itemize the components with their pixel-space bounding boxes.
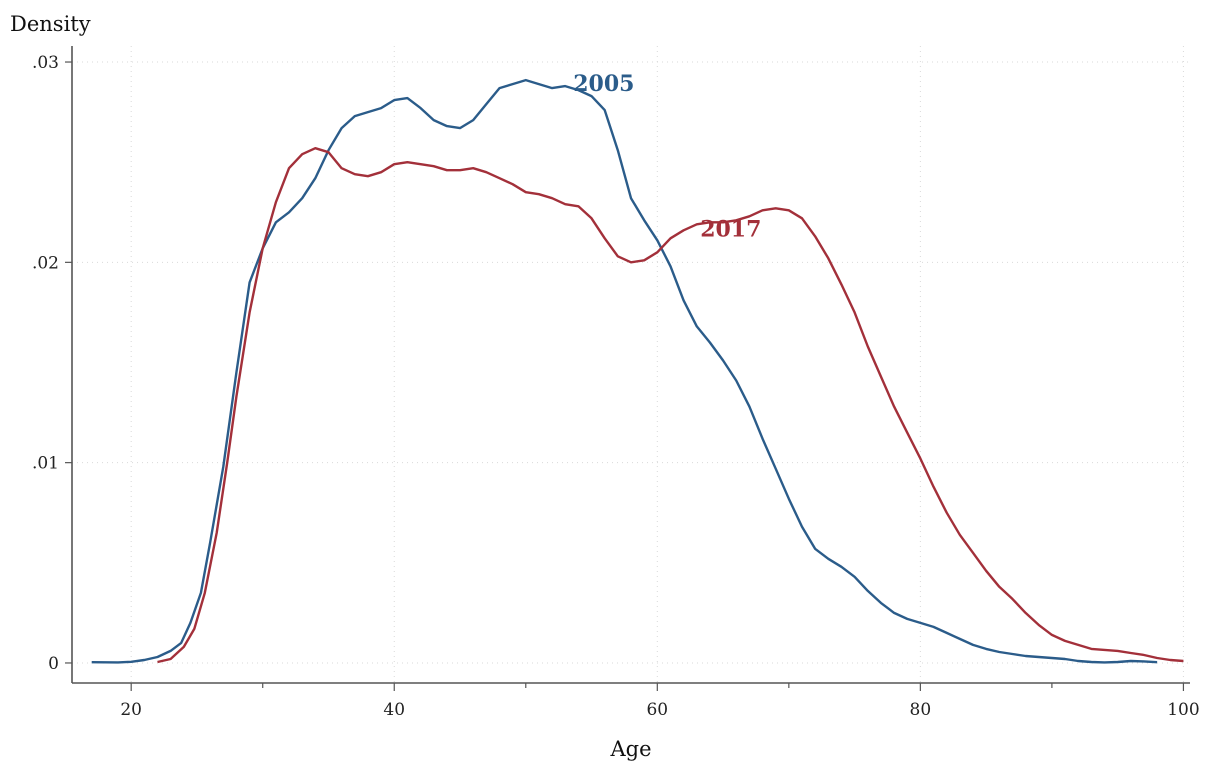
- axes: [71, 46, 1190, 684]
- x-tick-label: 60: [646, 700, 668, 720]
- series-label-2005: 2005: [573, 71, 634, 97]
- y-tick-label: .02: [32, 253, 59, 273]
- series-line-2005: [91, 78, 1158, 664]
- x-tick-label: 100: [1167, 700, 1199, 720]
- series-lines: [91, 78, 1184, 664]
- ticks: 0 .01 .02 .03 20 40 60 80 100: [32, 53, 1200, 720]
- y-tick-label: .03: [32, 53, 59, 73]
- x-tick-label: 20: [120, 700, 142, 720]
- series-labels: 2005 2017: [573, 71, 761, 242]
- x-axis-title: Age: [609, 737, 651, 761]
- series-line-2017: [157, 147, 1184, 664]
- x-tick-label: 40: [383, 700, 405, 720]
- y-tick-label: .01: [32, 454, 59, 474]
- gridlines: [72, 46, 1190, 683]
- y-axis-title: Density: [10, 12, 91, 36]
- series-label-2017: 2017: [700, 216, 761, 242]
- x-tick-label: 80: [910, 700, 932, 720]
- y-tick-label: 0: [48, 654, 59, 674]
